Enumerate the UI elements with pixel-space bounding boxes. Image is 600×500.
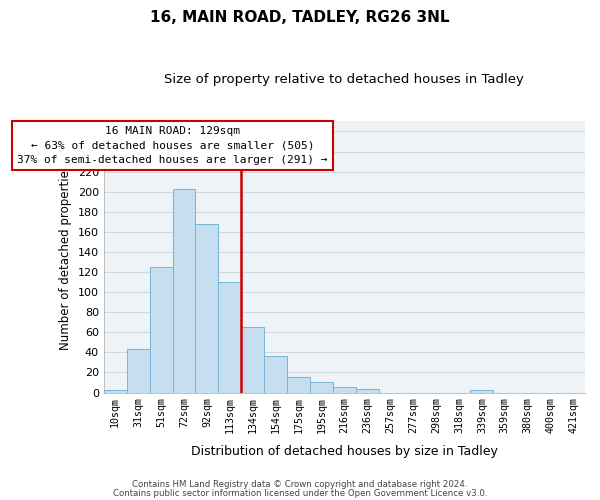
Text: 16 MAIN ROAD: 129sqm
← 63% of detached houses are smaller (505)
37% of semi-deta: 16 MAIN ROAD: 129sqm ← 63% of detached h… bbox=[17, 126, 328, 165]
Text: 16, MAIN ROAD, TADLEY, RG26 3NL: 16, MAIN ROAD, TADLEY, RG26 3NL bbox=[150, 10, 450, 25]
Bar bbox=[104, 390, 127, 392]
Bar bbox=[333, 386, 356, 392]
Bar bbox=[470, 390, 493, 392]
Bar bbox=[287, 378, 310, 392]
X-axis label: Distribution of detached houses by size in Tadley: Distribution of detached houses by size … bbox=[191, 444, 498, 458]
Bar bbox=[127, 350, 149, 393]
Y-axis label: Number of detached properties: Number of detached properties bbox=[59, 164, 72, 350]
Title: Size of property relative to detached houses in Tadley: Size of property relative to detached ho… bbox=[164, 72, 524, 86]
Text: Contains public sector information licensed under the Open Government Licence v3: Contains public sector information licen… bbox=[113, 488, 487, 498]
Bar bbox=[310, 382, 333, 392]
Text: Contains HM Land Registry data © Crown copyright and database right 2024.: Contains HM Land Registry data © Crown c… bbox=[132, 480, 468, 489]
Bar bbox=[356, 388, 379, 392]
Bar bbox=[149, 267, 173, 392]
Bar bbox=[196, 224, 218, 392]
Bar bbox=[173, 188, 196, 392]
Bar bbox=[264, 356, 287, 392]
Bar bbox=[241, 328, 264, 392]
Bar bbox=[218, 282, 241, 393]
